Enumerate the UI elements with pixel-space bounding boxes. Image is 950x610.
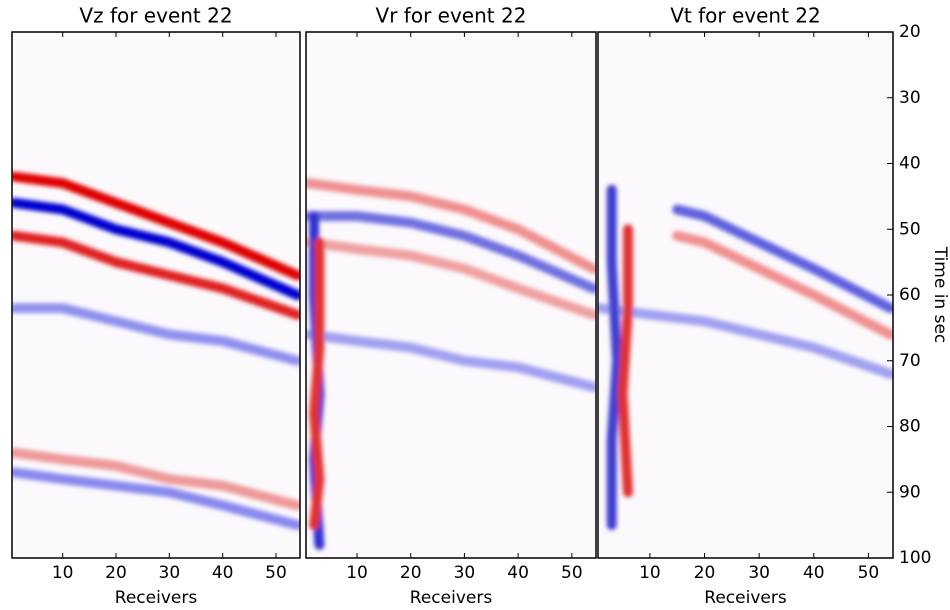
wave-band bbox=[598, 303, 893, 379]
wave-band bbox=[12, 171, 300, 281]
y-tick-label: 40 bbox=[899, 154, 921, 174]
x-tick-label: 30 bbox=[748, 563, 770, 583]
panel-title: Vr for event 22 bbox=[376, 4, 527, 28]
wave-band bbox=[672, 204, 893, 314]
x-tick-label: 10 bbox=[639, 563, 661, 583]
wave-band bbox=[12, 467, 300, 531]
x-axis-label: Receivers bbox=[115, 588, 198, 608]
x-tick-label: 30 bbox=[454, 563, 476, 583]
wave-band bbox=[306, 211, 596, 294]
x-tick-label: 30 bbox=[159, 563, 181, 583]
plot-frame bbox=[305, 31, 597, 559]
x-tick-label: 50 bbox=[265, 563, 287, 583]
y-tick-label: 30 bbox=[899, 88, 921, 108]
x-axis-label: Receivers bbox=[704, 588, 787, 608]
wave-band bbox=[12, 230, 300, 320]
y-tick-label: 70 bbox=[899, 351, 921, 371]
wavefield bbox=[598, 184, 893, 531]
y-tick-label: 60 bbox=[899, 285, 921, 305]
y-tick-label: 100 bbox=[899, 548, 931, 568]
wave-band bbox=[306, 178, 596, 274]
wave-band bbox=[309, 237, 325, 531]
wave-band bbox=[12, 197, 300, 300]
y-tick-label: 90 bbox=[899, 482, 921, 502]
x-tick-label: 10 bbox=[346, 563, 368, 583]
x-tick-label: 50 bbox=[858, 563, 880, 583]
x-tick-label: 40 bbox=[803, 563, 825, 583]
x-tick-label: 20 bbox=[400, 563, 422, 583]
x-tick-label: 50 bbox=[561, 563, 583, 583]
wave-band bbox=[617, 224, 633, 498]
wave-band bbox=[672, 230, 893, 340]
wave-band bbox=[306, 237, 596, 320]
wave-band bbox=[12, 447, 300, 511]
x-tick-label: 10 bbox=[52, 563, 74, 583]
plot-frame bbox=[11, 31, 301, 559]
wave-band bbox=[306, 329, 596, 392]
y-tick-label: 50 bbox=[899, 219, 921, 239]
x-tick-label: 40 bbox=[212, 563, 234, 583]
plot-area bbox=[598, 32, 893, 558]
x-tick-label: 20 bbox=[694, 563, 716, 583]
wave-band bbox=[12, 303, 300, 366]
x-tick-label: 40 bbox=[507, 563, 529, 583]
y-tick-label: 20 bbox=[899, 22, 921, 42]
x-tick-label: 20 bbox=[105, 563, 127, 583]
wavefield bbox=[12, 171, 300, 531]
panel-title: Vz for event 22 bbox=[79, 4, 232, 28]
wavefield bbox=[306, 178, 596, 550]
plot-area bbox=[306, 32, 596, 558]
x-axis-label: Receivers bbox=[410, 588, 493, 608]
wave-band bbox=[606, 184, 623, 531]
y-axis-label: Time in sec bbox=[930, 246, 950, 344]
panel-title: Vt for event 22 bbox=[670, 4, 821, 28]
y-tick-label: 80 bbox=[899, 417, 921, 437]
